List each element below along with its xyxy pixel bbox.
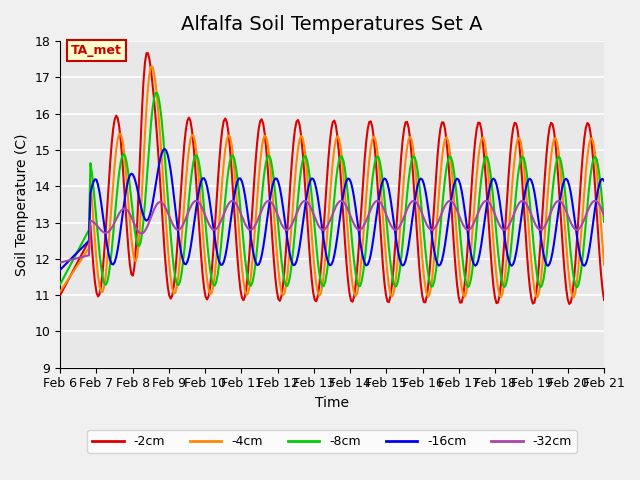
Y-axis label: Soil Temperature (C): Soil Temperature (C) bbox=[15, 133, 29, 276]
Line: -4cm: -4cm bbox=[60, 67, 604, 297]
-4cm bbox=[147, 64, 155, 70]
-2cm bbox=[220, 118, 228, 124]
-4cm bbox=[247, 272, 255, 278]
-4cm bbox=[220, 160, 228, 166]
Title: Alfalfa Soil Temperatures Set A: Alfalfa Soil Temperatures Set A bbox=[181, 15, 483, 34]
-32cm bbox=[56, 260, 64, 265]
-8cm bbox=[153, 90, 161, 96]
-4cm bbox=[570, 294, 578, 300]
-8cm bbox=[600, 219, 608, 225]
-16cm bbox=[56, 267, 64, 273]
X-axis label: Time: Time bbox=[315, 396, 349, 410]
-16cm bbox=[247, 236, 255, 242]
Line: -16cm: -16cm bbox=[60, 149, 604, 270]
-4cm bbox=[123, 180, 131, 185]
-16cm bbox=[600, 178, 608, 184]
-2cm bbox=[565, 301, 573, 307]
-8cm bbox=[220, 213, 228, 218]
-16cm bbox=[220, 259, 228, 264]
-8cm bbox=[296, 179, 303, 185]
-32cm bbox=[123, 207, 131, 213]
-16cm bbox=[296, 244, 303, 250]
-16cm bbox=[238, 179, 246, 184]
Line: -32cm: -32cm bbox=[60, 201, 604, 263]
-2cm bbox=[238, 295, 246, 301]
-32cm bbox=[218, 215, 226, 221]
-32cm bbox=[591, 198, 599, 204]
-4cm bbox=[56, 288, 64, 294]
-4cm bbox=[600, 262, 608, 268]
Line: -8cm: -8cm bbox=[60, 93, 604, 288]
-4cm bbox=[573, 280, 580, 286]
-8cm bbox=[56, 281, 64, 287]
-8cm bbox=[572, 282, 579, 288]
-8cm bbox=[238, 224, 246, 229]
-8cm bbox=[573, 285, 580, 290]
Line: -2cm: -2cm bbox=[60, 53, 604, 304]
-16cm bbox=[572, 221, 579, 227]
-8cm bbox=[123, 160, 131, 166]
Text: TA_met: TA_met bbox=[71, 44, 122, 57]
-16cm bbox=[161, 146, 168, 152]
-32cm bbox=[237, 210, 244, 216]
-4cm bbox=[238, 264, 246, 270]
-2cm bbox=[600, 297, 608, 303]
-2cm bbox=[247, 227, 255, 233]
-32cm bbox=[570, 225, 578, 231]
-8cm bbox=[247, 283, 255, 288]
-16cm bbox=[123, 184, 131, 190]
-2cm bbox=[296, 121, 303, 127]
-2cm bbox=[123, 224, 131, 230]
-2cm bbox=[143, 50, 150, 56]
-2cm bbox=[573, 240, 580, 246]
-2cm bbox=[56, 292, 64, 298]
-32cm bbox=[294, 207, 302, 213]
-32cm bbox=[246, 227, 253, 232]
-4cm bbox=[296, 137, 303, 143]
Legend: -2cm, -4cm, -8cm, -16cm, -32cm: -2cm, -4cm, -8cm, -16cm, -32cm bbox=[87, 430, 577, 453]
-32cm bbox=[600, 213, 608, 218]
